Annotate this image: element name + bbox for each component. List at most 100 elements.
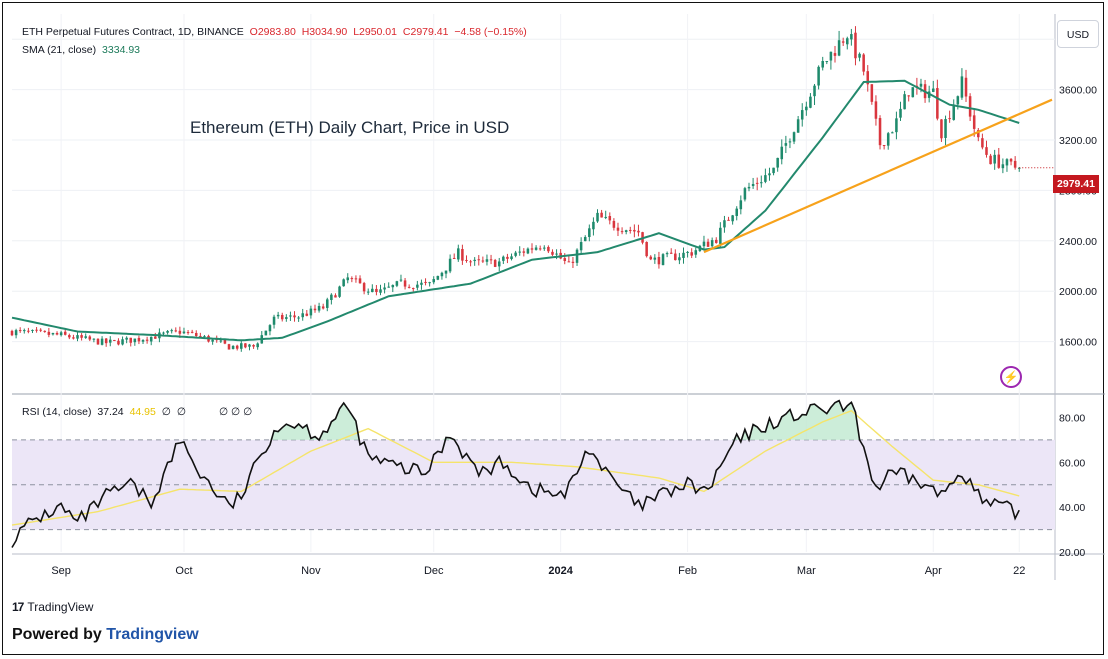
rsi-overbought-fill <box>12 400 1020 440</box>
candle-body <box>481 260 485 262</box>
sma-header: SMA (21, close) 3334.93 <box>22 44 143 56</box>
candle-body <box>588 228 591 238</box>
candle-body <box>878 118 882 146</box>
candle-body <box>543 247 546 249</box>
rsi-label: RSI (14, close) <box>22 406 92 418</box>
price-tick-label: 3600.00 <box>1059 85 1097 97</box>
candle-body <box>727 219 730 221</box>
candle-body <box>858 53 861 58</box>
candle-body <box>285 317 288 319</box>
candle-body <box>674 253 677 261</box>
candle-body <box>448 258 452 272</box>
candle-body <box>256 343 259 348</box>
candle-body <box>821 61 824 68</box>
candle-body <box>35 329 38 331</box>
candle-body <box>444 270 448 274</box>
candle-body <box>317 305 321 311</box>
candle-body <box>104 338 108 344</box>
candle-body <box>882 145 886 147</box>
candle-body <box>637 230 640 233</box>
candle-body <box>825 61 829 63</box>
candle-body <box>993 154 996 164</box>
price-tick-label: 2000.00 <box>1059 286 1097 298</box>
candle-body <box>919 83 923 87</box>
currency-button[interactable]: USD <box>1057 20 1099 48</box>
candle-body <box>137 337 141 342</box>
candle-body <box>219 340 223 342</box>
candle-body <box>387 286 390 288</box>
candle-body <box>379 289 382 293</box>
candle-body <box>510 256 513 260</box>
rsi-ma-value: 44.95 <box>129 406 156 418</box>
rsi-line <box>11 399 1020 548</box>
candle-body <box>354 278 358 280</box>
rsi-extra-2: ∅ <box>176 406 187 418</box>
lightning-icon[interactable]: ⚡ <box>1000 366 1022 388</box>
candle-body <box>526 248 530 254</box>
candle-body <box>981 138 984 148</box>
price-tick-label: 3200.00 <box>1059 135 1097 147</box>
candle-body <box>592 221 595 230</box>
candle-body <box>522 251 526 253</box>
candle-body <box>362 283 366 292</box>
powered-brand: Tradingview <box>106 626 199 643</box>
candle-body <box>862 54 865 72</box>
candle-body <box>792 132 796 142</box>
candle-body <box>334 295 337 298</box>
candle-body <box>661 254 665 266</box>
candle-body <box>280 314 284 320</box>
candle-body <box>809 96 812 108</box>
candle-body <box>940 119 943 139</box>
candle-body <box>366 291 370 293</box>
candle-body <box>211 339 214 342</box>
candle-body <box>141 340 145 342</box>
candle-body <box>755 182 759 184</box>
candle-body <box>117 340 120 345</box>
candle-body <box>952 104 956 120</box>
candle-body <box>551 251 554 255</box>
candle-body <box>837 40 841 56</box>
candle-body <box>96 338 100 345</box>
candle-body <box>956 96 960 105</box>
candle-body <box>289 315 292 317</box>
candle-body <box>547 246 550 252</box>
candle-body <box>612 220 616 228</box>
candle-body <box>465 259 468 261</box>
candle-body <box>469 261 472 263</box>
candle-body <box>72 337 75 339</box>
candle-body <box>301 313 304 318</box>
time-tick-label: Nov <box>301 565 321 577</box>
candle-body <box>145 339 149 341</box>
candle-body <box>694 250 698 255</box>
candle-body <box>502 256 505 261</box>
candle-body <box>203 336 206 338</box>
candle-body <box>944 119 947 138</box>
tradingview-logo: 17 TradingView <box>12 600 93 614</box>
candle-body <box>567 261 571 263</box>
chart-title: Ethereum (ETH) Daily Chart, Price in USD <box>190 118 510 137</box>
open-value: O2983.80 <box>249 26 296 38</box>
candle-body <box>931 88 935 92</box>
candle-body <box>399 279 403 281</box>
candle-body <box>395 281 399 286</box>
candle-body <box>936 88 939 119</box>
candle-body <box>440 272 444 277</box>
candle-body <box>972 115 976 129</box>
candle-body <box>702 241 706 247</box>
candle-body <box>411 288 415 290</box>
candle-body <box>977 130 980 138</box>
candle-body <box>538 248 542 250</box>
rsi-ma-line <box>11 409 1020 526</box>
candle-body <box>604 216 607 218</box>
candle-body <box>989 155 992 165</box>
candle-body <box>162 332 165 334</box>
candle-body <box>907 95 910 97</box>
candle-body <box>92 338 96 340</box>
candle-body <box>223 340 227 344</box>
candle-body <box>416 284 419 288</box>
candle-body <box>633 229 636 232</box>
candle-body <box>420 282 423 285</box>
candle-body <box>321 306 325 309</box>
